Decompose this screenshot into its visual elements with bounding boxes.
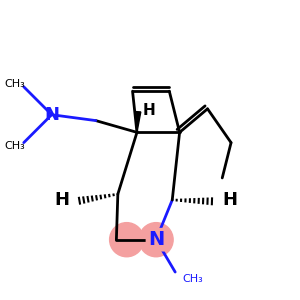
Circle shape — [110, 223, 144, 257]
Text: CH₃: CH₃ — [182, 274, 203, 284]
Polygon shape — [136, 112, 141, 132]
Text: H: H — [222, 191, 237, 209]
Text: CH₃: CH₃ — [4, 141, 25, 151]
Text: H: H — [142, 103, 155, 118]
Text: N: N — [148, 230, 164, 249]
Text: H: H — [55, 191, 70, 209]
Text: N: N — [44, 106, 59, 124]
Text: CH₃: CH₃ — [4, 79, 25, 89]
Circle shape — [139, 223, 173, 257]
